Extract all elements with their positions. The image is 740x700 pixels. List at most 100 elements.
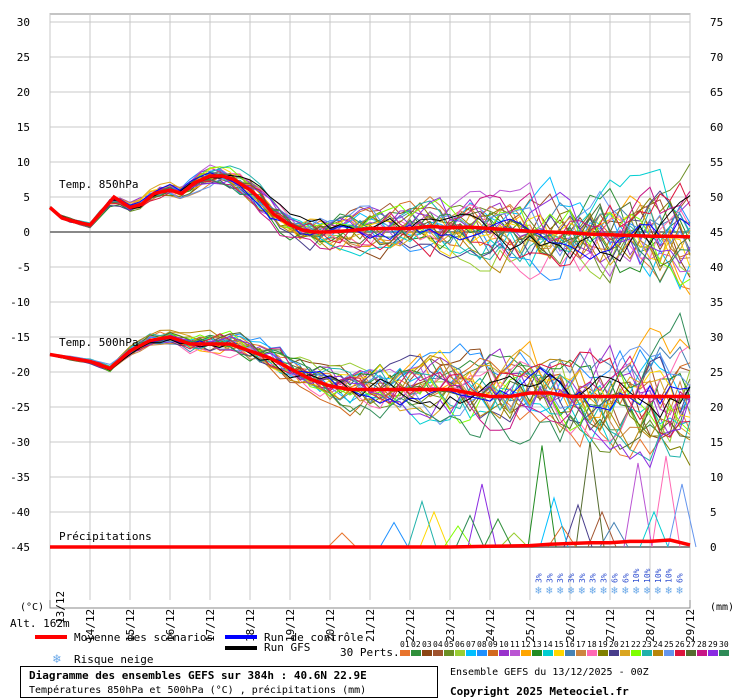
member-500 — [49, 332, 691, 462]
perturbation-swatch — [433, 650, 443, 656]
perturbation-id: 13 — [532, 640, 542, 649]
copyright-label: Copyright 2025 Meteociel.fr — [450, 685, 629, 698]
perturbation-id: 17 — [576, 640, 586, 649]
perturbation-id: 05 — [444, 640, 454, 649]
perturbation-swatches — [400, 650, 729, 656]
y-right-tick-label: 0 — [710, 541, 717, 554]
snowflake-icon: ❄ — [633, 584, 640, 597]
t500_mean-line — [49, 335, 690, 399]
snowflake-icon: ❄ — [589, 584, 596, 597]
y-right-tick-label: 45 — [710, 226, 723, 239]
snow-risk-percent: 6% — [621, 573, 630, 583]
x-tick-label: 26/12 — [564, 609, 577, 642]
perturbation-id: 30 — [719, 640, 729, 649]
snow-risk-percent: 6% — [676, 573, 685, 583]
perturbation-swatch — [587, 650, 597, 656]
member-precip — [667, 483, 697, 548]
source-label: Ensemble GEFS du 13/12/2025 - 00Z — [450, 667, 649, 678]
y-left-tick-label: -45 — [10, 541, 30, 554]
member-precip — [639, 510, 669, 548]
perturbation-swatch — [576, 650, 586, 656]
y-left-tick-label: 0 — [23, 226, 30, 239]
perturbation-id: 19 — [598, 640, 608, 649]
perturbation-id: 22 — [631, 640, 641, 649]
x-tick-label: 14/12 — [84, 609, 97, 642]
perturbation-swatch — [455, 650, 465, 656]
perturbation-swatch — [609, 650, 619, 656]
snow-risk-percent: 3% — [578, 573, 587, 583]
x-tick-label: 23/12 — [444, 609, 457, 642]
member-precip — [455, 514, 485, 548]
perturbation-id: 20 — [609, 640, 619, 649]
snowflake-icon: ❄ — [611, 584, 618, 597]
perturbation-swatch — [488, 650, 498, 656]
y-right-tick-label: 60 — [710, 121, 723, 134]
snow-risk-percent: 10% — [643, 568, 652, 583]
perturbation-swatch — [554, 650, 564, 656]
perturbation-id: 16 — [565, 640, 575, 649]
perturbation-id: 10 — [499, 640, 509, 649]
snowflake-icon: ❄ — [655, 584, 662, 597]
y-left-tick-label: 25 — [17, 51, 30, 64]
perturbation-id: 27 — [686, 640, 696, 649]
legend-control-label: Run de contrôle — [264, 631, 363, 644]
member-precip — [563, 503, 593, 548]
y-left-tick-label: 30 — [17, 16, 30, 29]
member-precip — [575, 441, 605, 548]
snow-risk-percent: 10% — [665, 568, 674, 583]
perturbation-id: 06 — [455, 640, 465, 649]
member-precip — [623, 462, 653, 548]
y-left-tick-label: 20 — [17, 86, 30, 99]
x-tick-label: 22/12 — [404, 609, 417, 642]
perturbation-swatch — [708, 650, 718, 656]
member-precip — [407, 499, 437, 548]
member-500 — [49, 311, 691, 445]
perturbation-swatch — [642, 650, 652, 656]
perturbation-swatch — [686, 650, 696, 656]
perturbation-id: 11 — [510, 640, 520, 649]
x-tick-label: 25/12 — [524, 609, 537, 642]
perturbation-id: 01 — [400, 640, 410, 649]
snowflake-icon: ❄ — [665, 584, 672, 597]
snow-risk-percent: 3% — [589, 573, 598, 583]
perturbation-swatch — [411, 650, 421, 656]
y-left-tick-label: -5 — [17, 261, 30, 274]
snowflake-icon: ❄ — [535, 584, 542, 597]
x-tick-label: 24/12 — [484, 609, 497, 642]
precip_mean-line — [50, 538, 691, 549]
y-left-tick-label: -10 — [10, 296, 30, 309]
y-right-tick-label: 40 — [710, 261, 723, 274]
perturbation-swatch — [565, 650, 575, 656]
snowflake-icon: ❄ — [600, 584, 607, 597]
y-right-tick-label: 10 — [710, 471, 723, 484]
snowflake-icon: ❄ — [622, 584, 629, 597]
perturbation-id: 24 — [653, 640, 663, 649]
snow-risk-percent: 3% — [556, 573, 565, 583]
perturbation-swatch — [477, 650, 487, 656]
y-left-tick-label: -15 — [10, 331, 30, 344]
section-label-precip: Précipitations — [59, 530, 152, 543]
member-precip — [587, 510, 617, 548]
x-tick-label: 28/12 — [644, 609, 657, 642]
altitude-label: Alt. 162m — [10, 617, 70, 630]
gfs-run-500 — [49, 338, 691, 419]
perturbation-swatch — [664, 650, 674, 656]
snowflake-icon: ❄ — [676, 584, 683, 597]
y-right-tick-label: 25 — [710, 366, 723, 379]
perturbation-swatch — [422, 650, 432, 656]
y-right-tick-label: 75 — [710, 16, 723, 29]
y-left-tick-label: -25 — [10, 401, 30, 414]
x-tick-label: 20/12 — [324, 609, 337, 642]
y-left-tick-label: -20 — [10, 366, 30, 379]
ensemble-members — [49, 163, 697, 548]
perturbation-id: 03 — [422, 640, 432, 649]
member-850 — [49, 173, 691, 267]
x-tick-label: 18/12 — [244, 609, 257, 642]
member-precip — [327, 532, 357, 548]
snowflake-icon: ❄ — [557, 584, 564, 597]
snow-risk-percent: 10% — [654, 568, 663, 583]
x-tick-label: 15/12 — [124, 609, 137, 642]
member-precip — [599, 521, 629, 548]
snowflake-icon: ❄ — [644, 584, 651, 597]
